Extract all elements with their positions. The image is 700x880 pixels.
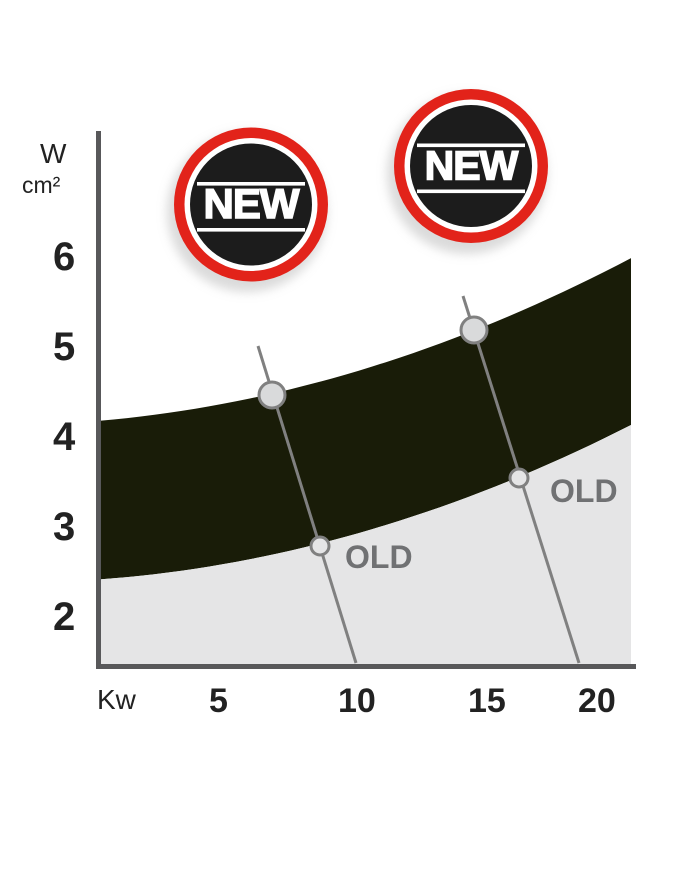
svg-text:NEW: NEW xyxy=(204,180,300,227)
svg-text:NEW: NEW xyxy=(425,143,519,189)
